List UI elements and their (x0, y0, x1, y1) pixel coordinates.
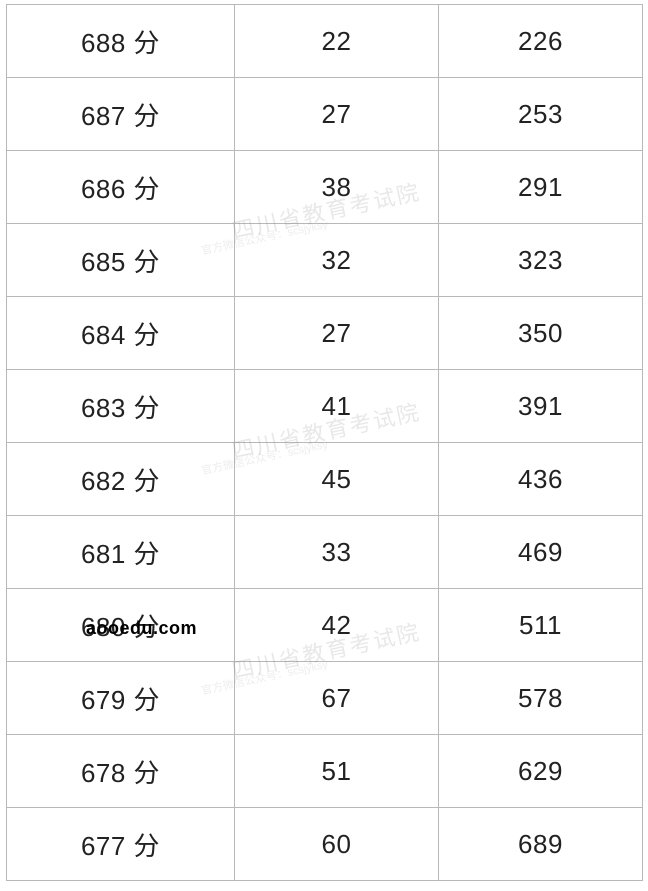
table-row: 677 分 60 689 (7, 808, 643, 881)
score-cell: 679 分 (7, 662, 235, 735)
count-cell: 67 (235, 662, 439, 735)
score-cell: 681 分 (7, 516, 235, 589)
score-table-container: 688 分 22 226 687 分 27 253 686 分 38 291 6… (0, 4, 648, 891)
count-cell: 38 (235, 151, 439, 224)
table-row: 682 分 45 436 (7, 443, 643, 516)
score-cell: 687 分 (7, 78, 235, 151)
count-cell: 27 (235, 297, 439, 370)
cumulative-cell: 391 (439, 370, 643, 443)
table-row: 685 分 32 323 (7, 224, 643, 297)
table-row: 678 分 51 629 (7, 735, 643, 808)
count-cell: 22 (235, 5, 439, 78)
score-cell: 677 分 (7, 808, 235, 881)
score-cell: 683 分 (7, 370, 235, 443)
count-cell: 41 (235, 370, 439, 443)
score-cell: 680 分 (7, 589, 235, 662)
score-table-body: 688 分 22 226 687 分 27 253 686 分 38 291 6… (7, 5, 643, 881)
table-row: 683 分 41 391 (7, 370, 643, 443)
cumulative-cell: 578 (439, 662, 643, 735)
cumulative-cell: 689 (439, 808, 643, 881)
score-cell: 685 分 (7, 224, 235, 297)
count-cell: 27 (235, 78, 439, 151)
table-row: 687 分 27 253 (7, 78, 643, 151)
count-cell: 45 (235, 443, 439, 516)
table-row: 684 分 27 350 (7, 297, 643, 370)
cumulative-cell: 253 (439, 78, 643, 151)
cumulative-cell: 323 (439, 224, 643, 297)
score-cell: 682 分 (7, 443, 235, 516)
cumulative-cell: 291 (439, 151, 643, 224)
score-cell: 686 分 (7, 151, 235, 224)
count-cell: 60 (235, 808, 439, 881)
cumulative-cell: 469 (439, 516, 643, 589)
count-cell: 33 (235, 516, 439, 589)
table-row: 681 分 33 469 (7, 516, 643, 589)
cumulative-cell: 511 (439, 589, 643, 662)
table-row: 688 分 22 226 (7, 5, 643, 78)
cumulative-cell: 629 (439, 735, 643, 808)
score-table: 688 分 22 226 687 分 27 253 686 分 38 291 6… (6, 4, 643, 881)
score-cell: 684 分 (7, 297, 235, 370)
table-row: 680 分 42 511 (7, 589, 643, 662)
count-cell: 51 (235, 735, 439, 808)
count-cell: 42 (235, 589, 439, 662)
cumulative-cell: 436 (439, 443, 643, 516)
score-cell: 678 分 (7, 735, 235, 808)
score-cell: 688 分 (7, 5, 235, 78)
table-row: 679 分 67 578 (7, 662, 643, 735)
cumulative-cell: 226 (439, 5, 643, 78)
table-row: 686 分 38 291 (7, 151, 643, 224)
count-cell: 32 (235, 224, 439, 297)
cumulative-cell: 350 (439, 297, 643, 370)
